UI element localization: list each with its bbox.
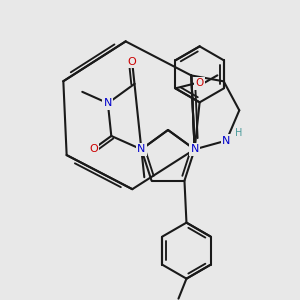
Text: N: N [137,144,146,154]
Text: H: H [235,128,242,138]
Text: N: N [104,98,112,108]
Text: N: N [222,136,230,146]
Text: O: O [89,144,98,154]
Text: O: O [195,78,203,88]
Text: N: N [190,144,199,154]
Text: O: O [128,57,136,67]
